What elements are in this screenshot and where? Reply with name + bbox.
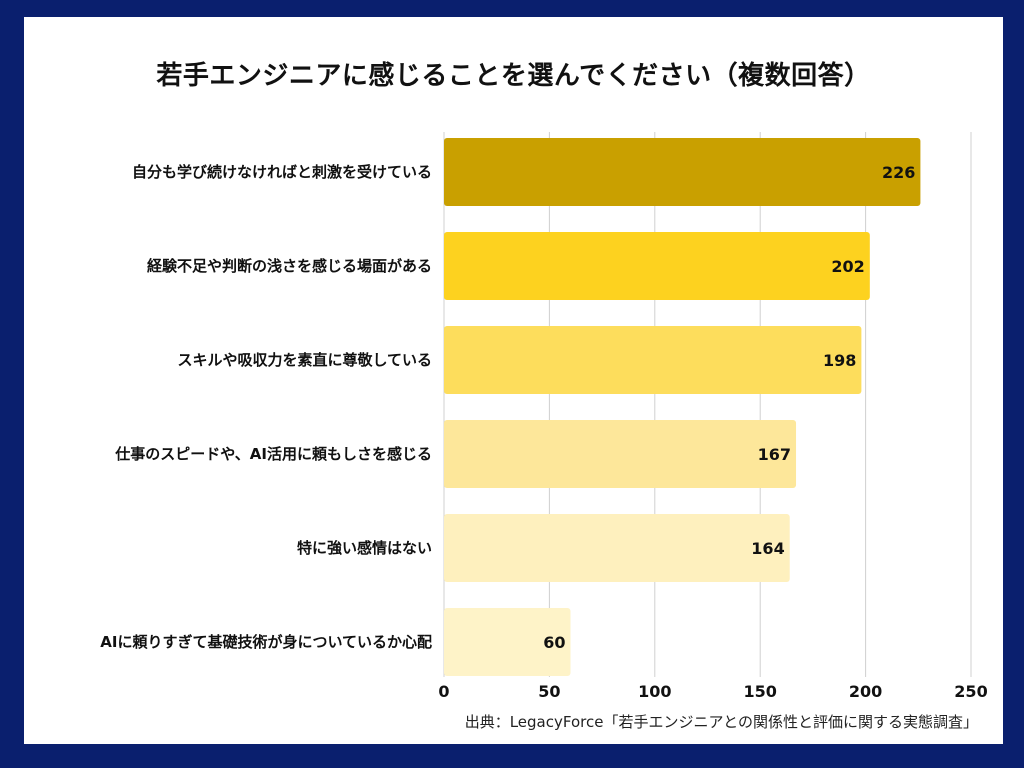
x-tick-label-200: 200 bbox=[849, 682, 882, 701]
value-label-2: 202 bbox=[831, 257, 864, 276]
category-label-5: 特に強い感情はない bbox=[297, 539, 432, 557]
chart-card: 若手エンジニアに感じることを選んでください（複数回答） 226 自分も学び続けなけ… bbox=[24, 17, 1003, 744]
x-tick-label-150: 150 bbox=[743, 682, 776, 701]
x-tick-label-100: 100 bbox=[638, 682, 671, 701]
bar-1 bbox=[444, 138, 921, 206]
value-label-3: 198 bbox=[823, 351, 856, 370]
bar-chart: 226 自分も学び続けなければと刺激を受けている 202 経験不足や判断の浅さを感じる… bbox=[100, 132, 988, 701]
x-tick-label-250: 250 bbox=[954, 682, 987, 701]
category-label-6: AIに頼りすぎて基礎技術が身についているか心配 bbox=[100, 633, 432, 651]
bar-2 bbox=[444, 232, 870, 300]
x-tick-label-50: 50 bbox=[538, 682, 560, 701]
value-label-1: 226 bbox=[882, 163, 915, 182]
category-label-4: 仕事のスピードや、AI活用に頼もしさを感じる bbox=[114, 445, 432, 463]
x-tick-label-0: 0 bbox=[438, 682, 449, 701]
bar-4 bbox=[444, 420, 797, 488]
bar-5 bbox=[444, 514, 790, 582]
chart-title: 若手エンジニアに感じることを選んでください（複数回答） bbox=[156, 61, 871, 91]
category-label-1: 自分も学び続けなければと刺激を受けている bbox=[132, 163, 432, 181]
category-label-2: 経験不足や判断の浅さを感じる場面がある bbox=[147, 257, 432, 275]
value-label-5: 164 bbox=[751, 539, 784, 558]
source-note: 出典：LegacyForce「若手エンジニアとの関係性と評価に関する実態調査」 bbox=[464, 713, 978, 731]
value-label-6: 60 bbox=[543, 633, 565, 652]
value-label-4: 167 bbox=[758, 445, 791, 464]
bar-6 bbox=[444, 608, 571, 676]
bar-3 bbox=[444, 326, 862, 394]
category-label-3: スキルや吸収力を素直に尊敬している bbox=[177, 351, 432, 369]
